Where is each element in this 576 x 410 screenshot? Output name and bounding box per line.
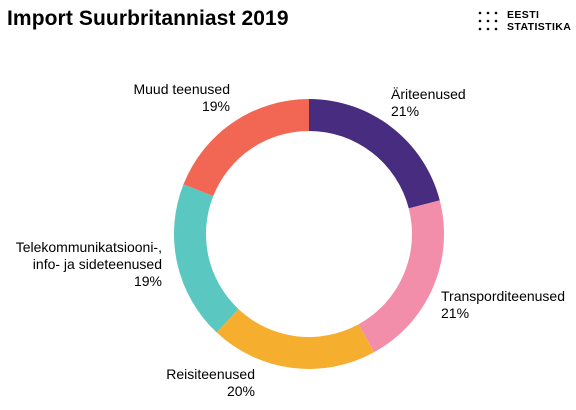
- label-muud-teenused-name: Muud teenused: [133, 81, 230, 97]
- label-transporditeenused: Transporditeenused 21%: [441, 288, 565, 322]
- label-telekommunikatsiooni: Telekommunikatsiooni-, info- ja sideteen…: [16, 239, 162, 290]
- label-ariteenused-name: Äriteenused: [391, 86, 466, 102]
- label-telekommunikatsiooni-name-line1: Telekommunikatsiooni-,: [15, 239, 162, 255]
- logo-dots-icon: [478, 11, 498, 31]
- slice-ariteenused: [309, 99, 440, 209]
- eesti-statistika-logo: EESTI STATISTIKA: [478, 9, 572, 36]
- slice-transporditeenused: [358, 200, 444, 353]
- label-reisiteenused: Reisiteenused 20%: [166, 366, 255, 400]
- label-ariteenused: Äriteenused 21%: [391, 86, 466, 120]
- logo-word-statistika: STATISTIKA: [507, 21, 572, 33]
- chart-title: Import Suurbritanniast 2019: [7, 7, 289, 30]
- label-muud-teenused: Muud teenused 19%: [133, 81, 230, 115]
- label-reisiteenused-name: Reisiteenused: [166, 366, 255, 382]
- label-transporditeenused-value: 21%: [441, 305, 470, 321]
- label-reisiteenused-value: 20%: [226, 383, 255, 399]
- slice-reisiteenused: [216, 309, 375, 369]
- label-telekommunikatsiooni-name-line2: info- ja sideteenused: [32, 256, 162, 272]
- label-ariteenused-value: 21%: [391, 103, 420, 119]
- label-muud-teenused-value: 19%: [201, 98, 230, 114]
- logo-word-eesti: EESTI: [507, 9, 540, 21]
- label-transporditeenused-name: Transporditeenused: [441, 288, 566, 304]
- slice-muud-teenused: [183, 99, 309, 197]
- label-telekommunikatsiooni-value: 19%: [133, 273, 162, 289]
- slice-telekommunikatsiooni-info-ja-sideteenused: [174, 184, 239, 333]
